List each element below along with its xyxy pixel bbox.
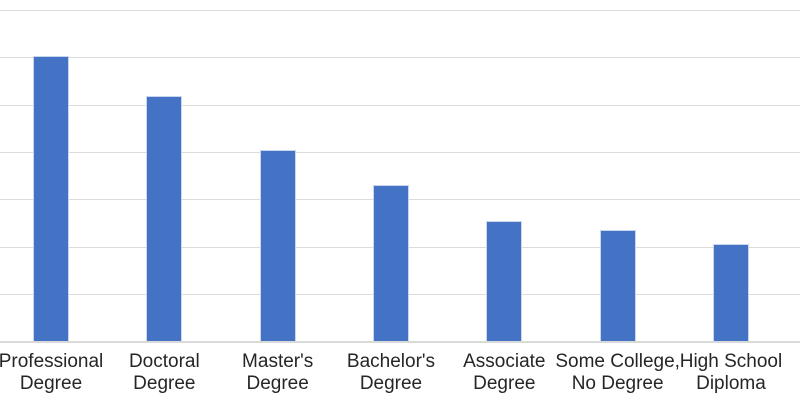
gridline [0,10,800,11]
bar-5 [599,229,636,341]
x-axis-label-0: Professional Degree [0,351,126,395]
x-axis-label-line: Degree [133,373,196,394]
x-axis-label-4: Associate Degree [429,351,579,395]
plot-area [0,10,800,343]
bar-3 [372,184,409,341]
x-axis-label-line: High School [679,351,783,372]
x-axis-label-line: Some College, [555,351,680,372]
bar-0 [33,56,69,341]
bar-6 [712,244,749,341]
x-axis-label-line: Degree [359,373,423,394]
x-axis-label-line: Diploma [696,373,766,394]
bar-4 [486,220,523,341]
x-axis-label-line: Professional [0,351,104,372]
x-axis-label-line: Degree [246,373,309,394]
x-axis-label-line: Doctoral [128,351,200,372]
gridline [0,57,800,59]
x-axis-label-line: Degree [473,373,536,394]
gridline [0,151,800,153]
x-axis-label-1: Doctoral Degree [89,351,239,395]
x-axis-label-2: Master's Degree [203,351,353,395]
bar-2 [259,150,296,341]
gridline [0,104,800,106]
x-axis-line [0,341,800,343]
x-axis-label-line: Master's [242,351,314,372]
bar-1 [146,96,183,341]
x-axis-label-3: Bachelor's Degree [316,351,466,395]
x-axis-labels: Professional Degree Doctoral Degree Master's… [0,351,800,419]
x-axis-label-line: Bachelor's [346,351,436,372]
x-axis-label-line: No Degree [571,373,664,394]
x-axis-label-line: Degree [19,373,83,394]
x-axis-label-5: Some College, No Degree [543,351,693,395]
x-axis-label-line: Associate [463,351,546,372]
x-axis-label-6: High School Diploma [656,351,800,395]
